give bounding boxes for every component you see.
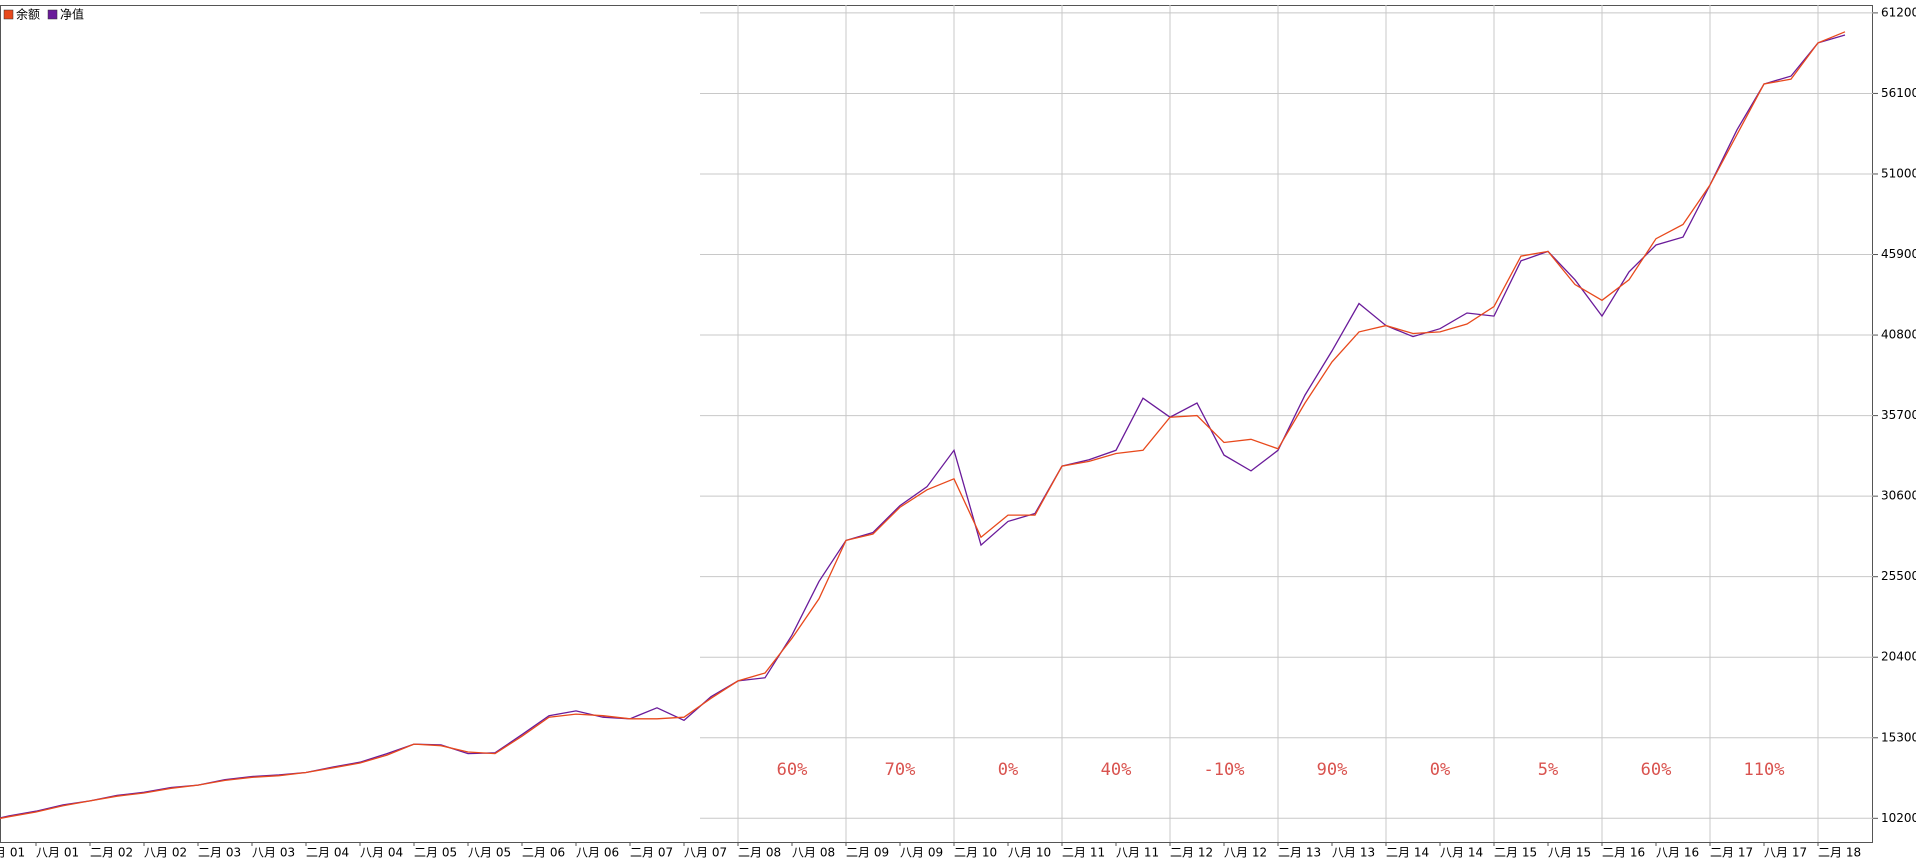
x-tick-label: 八月 06 — [576, 846, 619, 860]
annotation: 70% — [885, 760, 916, 780]
x-tick-label: 八月 04 — [360, 846, 403, 860]
x-tick-label: 八月 05 — [468, 846, 511, 860]
x-tick-label: 二月 10 — [954, 846, 997, 860]
x-tick-label: 二月 02 — [90, 846, 133, 860]
y-tick-label: 15300 — [1881, 730, 1916, 744]
legend-swatch — [3, 9, 14, 20]
series-line — [0, 31, 1846, 820]
x-tick-label: 二月 11 — [1062, 846, 1105, 860]
x-tick-label: 二月 14 — [1386, 846, 1429, 860]
y-tick-label: 35700 — [1881, 408, 1916, 422]
x-tick-label: 八月 17 — [1764, 846, 1807, 860]
x-tick-label: 八月 14 — [1440, 846, 1483, 860]
annotation: 90% — [1317, 760, 1348, 780]
x-tick-label: 二月 13 — [1278, 846, 1321, 860]
annotation: -10% — [1204, 760, 1245, 780]
x-tick-label: 二月 16 — [1602, 846, 1645, 860]
x-tick-label: 二月 07 — [630, 846, 673, 860]
y-tick-label: 56100 — [1881, 86, 1916, 100]
x-tick-label: 二月 17 — [1710, 846, 1753, 860]
x-tick-label: 八月 15 — [1548, 846, 1591, 860]
y-tick-label: 51000 — [1881, 166, 1916, 180]
plot-frame — [0, 5, 1873, 843]
annotation: 5% — [1538, 760, 1558, 780]
x-tick-label: 二月 06 — [522, 846, 565, 860]
annotation: 110% — [1744, 760, 1785, 780]
x-tick-label: 八月 08 — [792, 846, 835, 860]
annotation: 40% — [1101, 760, 1132, 780]
x-tick-label: 八月 03 — [252, 846, 295, 860]
y-tick-label: 40800 — [1881, 328, 1916, 342]
legend-swatch — [47, 9, 58, 20]
x-tick-label: 二月 18 — [1818, 846, 1861, 860]
annotation: 60% — [777, 760, 808, 780]
x-tick-label: 二月 05 — [414, 846, 457, 860]
x-tick-label: 二月 04 — [306, 846, 349, 860]
y-tick-label: 20400 — [1881, 650, 1916, 664]
x-tick-label: 二月 03 — [198, 846, 241, 860]
annotation: 60% — [1641, 760, 1672, 780]
x-tick-label: 八月 07 — [684, 846, 727, 860]
x-tick-label: 八月 11 — [1116, 846, 1159, 860]
legend-label: 净值 — [60, 7, 84, 22]
x-tick-label: 八月 12 — [1224, 846, 1267, 860]
x-tick-label: 八月 10 — [1008, 846, 1051, 860]
x-tick-label: 八月 09 — [900, 846, 943, 860]
x-tick-label: 二月 09 — [846, 846, 889, 860]
x-tick-label: 二月 01 — [0, 846, 25, 860]
annotation: 0% — [998, 760, 1018, 780]
annotation: 0% — [1430, 760, 1450, 780]
x-tick-label: 八月 16 — [1656, 846, 1699, 860]
y-tick-label: 45900 — [1881, 247, 1916, 261]
x-tick-label: 二月 08 — [738, 846, 781, 860]
x-tick-label: 二月 12 — [1170, 846, 1213, 860]
x-tick-label: 二月 15 — [1494, 846, 1537, 860]
y-tick-label: 25500 — [1881, 569, 1916, 583]
x-tick-label: 八月 01 — [36, 846, 79, 860]
x-tick-label: 八月 13 — [1332, 846, 1375, 860]
y-tick-label: 30600 — [1881, 489, 1916, 503]
x-tick-label: 八月 02 — [144, 846, 187, 860]
y-tick-label: 10200 — [1881, 811, 1916, 825]
legend-label: 余额 — [16, 7, 40, 22]
y-tick-label: 61200 — [1881, 5, 1916, 19]
